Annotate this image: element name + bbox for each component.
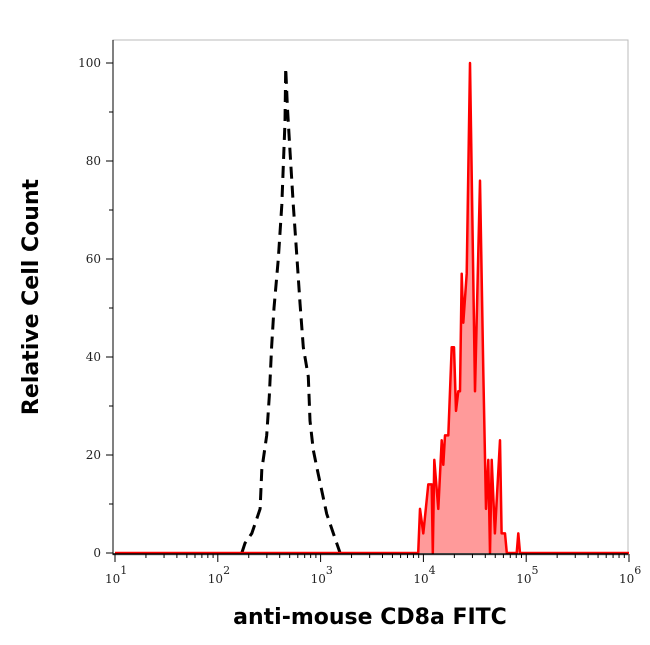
ticks-layer: 0 20 40 60 80 100 101 102 103 104 105 106 — [78, 56, 641, 586]
x-axis-title: anti-mouse CD8a FITC — [233, 605, 507, 630]
x-tick-label: 101 — [105, 564, 127, 586]
x-tick-label: 102 — [208, 564, 230, 586]
x-tick-label: 104 — [413, 564, 435, 586]
x-tick-label: 105 — [516, 564, 538, 586]
x-tick-label: 103 — [311, 564, 333, 586]
series-fill-1 — [115, 63, 629, 553]
x-tick-label: 106 — [619, 564, 641, 586]
y-tick-label: 0 — [93, 546, 101, 560]
y-tick-label: 60 — [86, 252, 101, 266]
series-line-1 — [115, 61, 629, 555]
y-tick-label: 100 — [78, 56, 101, 70]
series-line-0 — [240, 67, 342, 554]
y-axis-title: Relative Cell Count — [19, 178, 44, 415]
plot-frame — [112, 39, 629, 556]
y-tick-label: 40 — [86, 350, 101, 364]
y-tick-label: 20 — [86, 448, 101, 462]
y-tick-label: 80 — [86, 154, 101, 168]
series-layer — [115, 61, 629, 555]
